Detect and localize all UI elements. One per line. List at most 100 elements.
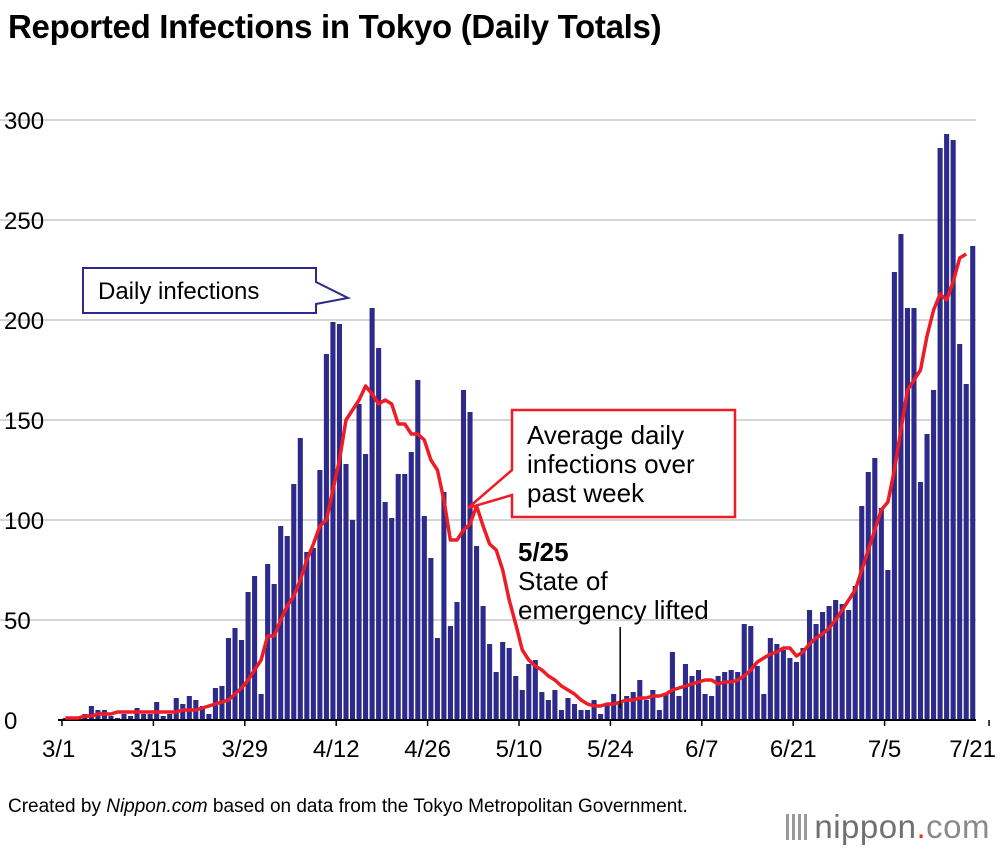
bar-day-80 (585, 710, 591, 720)
bar-day-50 (389, 518, 395, 720)
bar-day-37 (304, 552, 310, 720)
bar-day-85 (617, 702, 623, 720)
infections-chart: 0 50 100 150 200 250 300 3/1 3/15 3/29 4/12 4/26 5/… (0, 108, 996, 763)
callout-daily-infections-text: Daily infections (98, 278, 259, 305)
bar-day-9 (121, 714, 127, 720)
bar-day-113 (800, 648, 806, 720)
bar-day-115 (813, 624, 819, 720)
bar-day-127 (891, 272, 897, 720)
callout-weekly-average-line-1: Average daily (527, 420, 684, 450)
logo-word: nippon (814, 808, 917, 845)
bar-day-98 (702, 694, 708, 720)
bar-day-41 (330, 322, 336, 720)
x-tick-label-4: 4/26 (404, 736, 451, 763)
bar-day-4 (88, 706, 94, 720)
y-tick-label-100: 100 (4, 508, 44, 535)
x-tick-label-5: 5/10 (496, 736, 543, 763)
bar-day-38 (310, 548, 316, 720)
bar-day-69 (513, 676, 519, 720)
weekly-average-line (65, 252, 968, 720)
bar-day-45 (356, 404, 362, 720)
bar-day-89 (643, 700, 649, 720)
bar-day-133 (931, 390, 937, 720)
bar-day-60 (454, 602, 460, 720)
bar-day-129 (904, 308, 910, 720)
bar-day-128 (898, 234, 904, 720)
bar-day-55 (421, 516, 427, 720)
x-tick-label-0: 3/1 (42, 736, 75, 763)
bar-day-111 (787, 658, 793, 720)
bar-day-72 (532, 660, 538, 720)
bar-day-15 (160, 716, 166, 720)
callout-weekly-average-text: Average daily infections over past week (527, 420, 702, 508)
bar-day-90 (650, 690, 656, 720)
bar-day-21 (199, 706, 205, 720)
y-tick-label-200: 200 (4, 308, 44, 335)
logo-mark-icon (786, 814, 809, 840)
bar-day-91 (656, 710, 662, 720)
bar-day-27 (238, 640, 245, 720)
bar-day-84 (611, 694, 617, 720)
daily-bars (62, 134, 976, 720)
bar-day-109 (774, 644, 780, 720)
bar-day-64 (480, 606, 486, 720)
x-tick-label-10: 7/21 (949, 736, 996, 763)
bar-day-77 (565, 698, 571, 720)
bar-day-19 (186, 696, 192, 720)
x-tick-label-8: 6/21 (770, 736, 817, 763)
bar-day-58 (441, 492, 447, 720)
bar-day-118 (833, 600, 839, 720)
bar-day-125 (878, 508, 884, 720)
bar-day-79 (578, 710, 584, 720)
bar-day-110 (780, 650, 786, 720)
bar-day-16 (167, 714, 173, 720)
bar-day-94 (676, 696, 682, 720)
x-tick-label-6: 5/24 (587, 736, 634, 763)
bar-day-56 (428, 558, 434, 720)
bar-day-134 (937, 148, 943, 720)
bar-day-120 (846, 610, 852, 720)
x-tick-label-2: 3/29 (221, 736, 268, 763)
bar-day-102 (728, 670, 734, 720)
bar-day-124 (872, 458, 878, 720)
bar-day-26 (232, 628, 238, 720)
bar-day-82 (598, 714, 604, 720)
bar-day-70 (519, 690, 525, 720)
bar-day-71 (526, 664, 532, 720)
bar-day-43 (343, 464, 349, 720)
bar-day-68 (506, 648, 512, 720)
bar-day-61 (460, 390, 467, 720)
bar-day-76 (558, 710, 564, 720)
bar-day-44 (349, 520, 356, 720)
emergency-lifted-annotation: 5/25 State of emergency lifted (518, 537, 709, 708)
bar-day-131 (917, 482, 924, 720)
bar-day-22 (206, 714, 212, 720)
bar-day-135 (944, 134, 950, 720)
y-tick-label-250: 250 (4, 208, 44, 235)
bar-day-34 (284, 536, 290, 720)
bar-day-86 (624, 696, 630, 720)
bar-day-96 (689, 676, 695, 720)
bar-day-30 (258, 694, 264, 720)
bar-day-83 (604, 704, 610, 720)
bar-day-119 (839, 604, 845, 720)
bar-day-138 (963, 384, 969, 720)
bar-day-92 (663, 694, 669, 720)
bar-day-28 (245, 592, 251, 720)
bar-day-117 (826, 606, 832, 720)
source-suffix: based on data from the Tokyo Metropolita… (207, 796, 688, 817)
bar-day-62 (467, 412, 473, 720)
bar-day-35 (291, 484, 297, 720)
bar-day-47 (369, 308, 375, 720)
logo-dot: . (916, 808, 927, 845)
callout-weekly-average-line-3: past week (527, 478, 645, 508)
bar-day-12 (141, 714, 147, 720)
bar-day-105 (748, 626, 754, 720)
bar-day-88 (637, 680, 643, 720)
y-tick-label-150: 150 (4, 408, 44, 435)
bar-day-132 (924, 434, 930, 720)
bar-day-40 (323, 354, 329, 720)
bar-day-7 (108, 716, 114, 720)
bar-day-122 (859, 506, 865, 720)
bar-day-25 (225, 638, 232, 720)
